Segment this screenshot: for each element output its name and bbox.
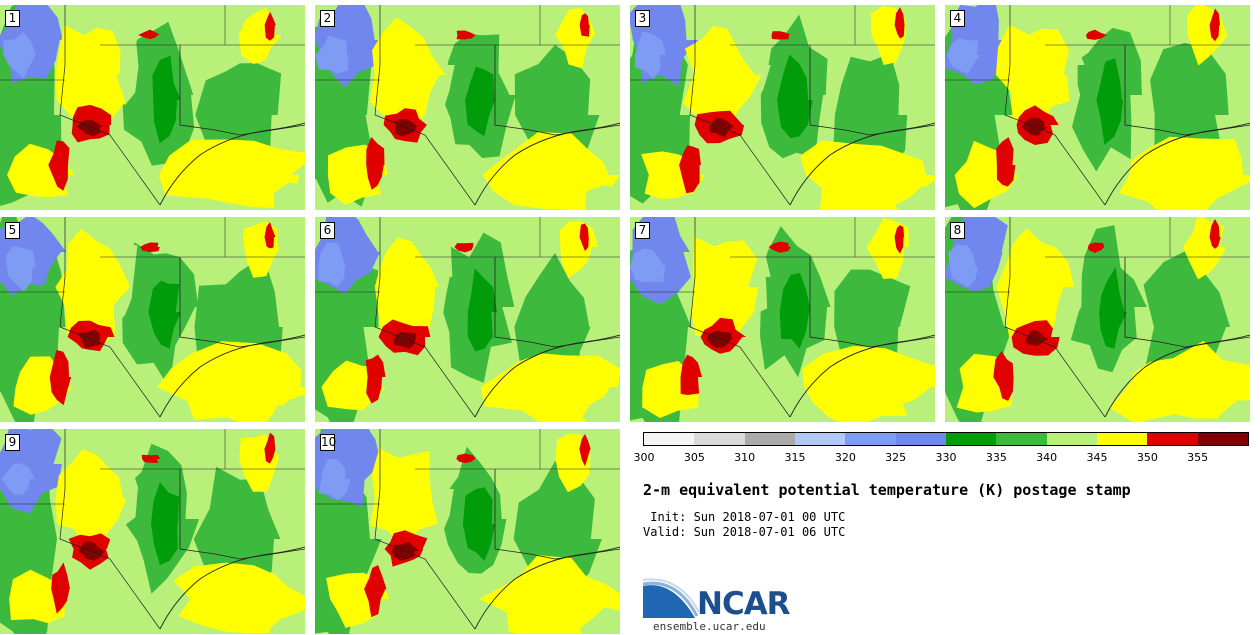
colorbar-tick-label: 340 — [1036, 451, 1058, 464]
panel-number: 9 — [5, 434, 20, 451]
theta-e-map — [315, 429, 620, 634]
colorbar-tick-label: 305 — [683, 451, 705, 464]
panel-number: 5 — [5, 222, 20, 239]
map-panel: 8 — [945, 217, 1250, 422]
init-time: Init: Sun 2018-07-01 00 UTC — [643, 510, 846, 524]
panel-number: 3 — [635, 10, 650, 27]
colorbar-segment — [1197, 433, 1248, 445]
map-panel: 7 — [630, 217, 935, 422]
colorbar-segment — [996, 433, 1047, 445]
ensemble-url: ensemble.ucar.edu — [653, 620, 766, 633]
colorbar-segment — [895, 433, 946, 445]
panel-number: 1 — [5, 10, 20, 27]
ncar-logo-text: NCAR — [697, 586, 791, 622]
colorbar-tick-label: 300 — [633, 451, 655, 464]
colorbar-tick-label: 335 — [985, 451, 1007, 464]
colorbar-tick-label: 345 — [1086, 451, 1108, 464]
theta-e-map — [630, 217, 935, 422]
colorbar-tick-label: 315 — [784, 451, 806, 464]
colorbar-segment — [1147, 433, 1198, 445]
colorbar-tick-label: 355 — [1187, 451, 1209, 464]
map-panel: 1 — [0, 5, 305, 210]
theta-e-map — [945, 5, 1250, 210]
theta-e-map — [0, 429, 305, 634]
panel-number: 2 — [320, 10, 335, 27]
map-panel: 2 — [315, 5, 620, 210]
colorbar-tick-label: 310 — [734, 451, 756, 464]
colorbar-tick-label: 320 — [834, 451, 856, 464]
colorbar-segment — [694, 433, 745, 445]
panel-number: 10 — [320, 434, 337, 451]
colorbar-tick-label: 330 — [935, 451, 957, 464]
panel-number: 6 — [320, 222, 335, 239]
colorbar-tick-label: 350 — [1136, 451, 1158, 464]
map-panel: 9 — [0, 429, 305, 634]
panel-number: 4 — [950, 10, 965, 27]
theta-e-map — [0, 217, 305, 422]
colorbar — [643, 432, 1249, 446]
map-panel: 3 — [630, 5, 935, 210]
panel-number: 7 — [635, 222, 650, 239]
colorbar-segment — [744, 433, 795, 445]
colorbar-segment — [1096, 433, 1148, 445]
colorbar-segment — [845, 433, 896, 445]
valid-time: Valid: Sun 2018-07-01 06 UTC — [643, 525, 846, 539]
colorbar-segment — [794, 433, 846, 445]
theta-e-map — [315, 5, 620, 210]
map-panel: 10 — [315, 429, 620, 634]
figure-title: 2-m equivalent potential temperature (K)… — [643, 481, 1131, 499]
ncar-logo-icon — [643, 578, 700, 618]
theta-e-map — [0, 5, 305, 210]
map-panel: 5 — [0, 217, 305, 422]
theta-e-map — [630, 5, 935, 210]
theta-e-map — [945, 217, 1250, 422]
colorbar-segment — [945, 433, 997, 445]
map-panel: 4 — [945, 5, 1250, 210]
colorbar-tick-label: 325 — [885, 451, 907, 464]
panel-number: 8 — [950, 222, 965, 239]
theta-e-map — [315, 217, 620, 422]
map-panel: 6 — [315, 217, 620, 422]
colorbar-segment — [1046, 433, 1097, 445]
colorbar-segment — [644, 433, 695, 445]
